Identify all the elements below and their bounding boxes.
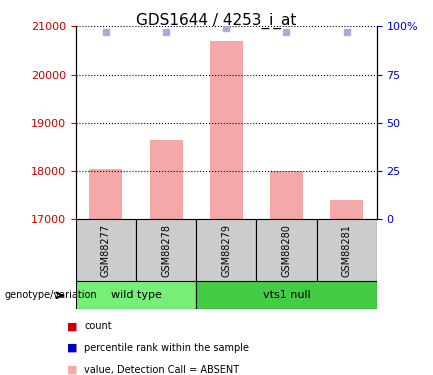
Text: GSM88280: GSM88280 [281,224,291,277]
Text: GSM88279: GSM88279 [221,224,231,277]
Bar [330,200,363,219]
Text: vts1 null: vts1 null [262,290,310,300]
Bar [270,171,303,219]
Text: GSM88278: GSM88278 [161,224,171,277]
Text: genotype/variation: genotype/variation [4,290,97,300]
Text: GSM88277: GSM88277 [101,224,111,277]
Text: ■: ■ [67,365,78,375]
Text: GSM88281: GSM88281 [342,224,352,277]
Bar [256,219,317,281]
Bar [149,140,183,219]
Text: GDS1644 / 4253_i_at: GDS1644 / 4253_i_at [136,13,297,29]
Bar [196,281,377,309]
Text: ■: ■ [67,321,78,331]
Bar [76,281,196,309]
Bar [210,41,243,219]
Text: percentile rank within the sample: percentile rank within the sample [84,343,249,353]
Text: wild type: wild type [110,290,162,300]
Text: count: count [84,321,112,331]
Text: value, Detection Call = ABSENT: value, Detection Call = ABSENT [84,365,239,375]
Bar [76,219,136,281]
Bar [136,219,196,281]
Bar [317,219,377,281]
Bar [196,219,256,281]
Text: ■: ■ [67,343,78,353]
Bar [89,169,123,219]
